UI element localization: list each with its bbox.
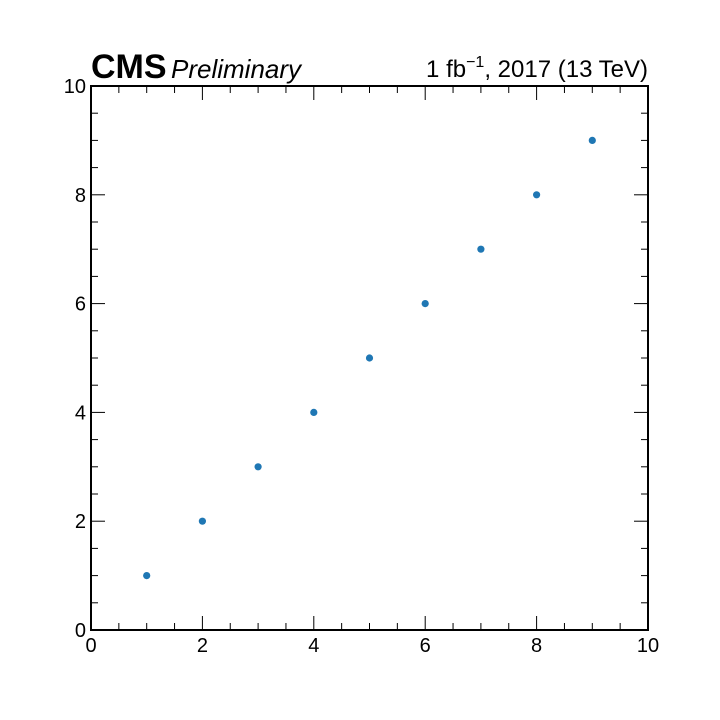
axis-ticks: 0 2 4 6 8 10 0 2 4 6 8 10 xyxy=(64,76,659,657)
lumi-value: 1 fb xyxy=(426,56,466,83)
data-point xyxy=(198,517,206,525)
x-tick-label: 10 xyxy=(637,635,659,657)
y-tick-label: 10 xyxy=(64,76,86,98)
lumi-exponent: −1 xyxy=(466,54,484,71)
data-point xyxy=(533,191,541,199)
x-tick-label: 2 xyxy=(197,635,208,657)
y-tick-label: 2 xyxy=(75,511,86,533)
data-point xyxy=(588,136,596,144)
x-tick-label: 4 xyxy=(308,635,319,657)
lumi-rest: , 2017 (13 TeV) xyxy=(484,56,648,83)
x-tick-label: 6 xyxy=(420,635,431,657)
data-point xyxy=(421,300,429,308)
data-point xyxy=(254,463,262,471)
y-tick-label: 0 xyxy=(75,620,86,642)
y-tick-label: 4 xyxy=(75,402,86,424)
experiment-label: CMS xyxy=(91,48,167,86)
x-tick-label: 8 xyxy=(531,635,542,657)
lumi-label: 1 fb−1, 2017 (13 TeV) xyxy=(426,54,648,83)
data-point xyxy=(143,572,151,580)
data-point xyxy=(310,408,318,416)
data-point xyxy=(477,245,485,253)
y-tick-label: 6 xyxy=(75,294,86,316)
x-tick-label: 0 xyxy=(85,635,96,657)
y-tick-label: 8 xyxy=(75,185,86,207)
status-label: Preliminary xyxy=(171,54,303,84)
data-point xyxy=(365,354,374,362)
data-points xyxy=(143,136,596,580)
